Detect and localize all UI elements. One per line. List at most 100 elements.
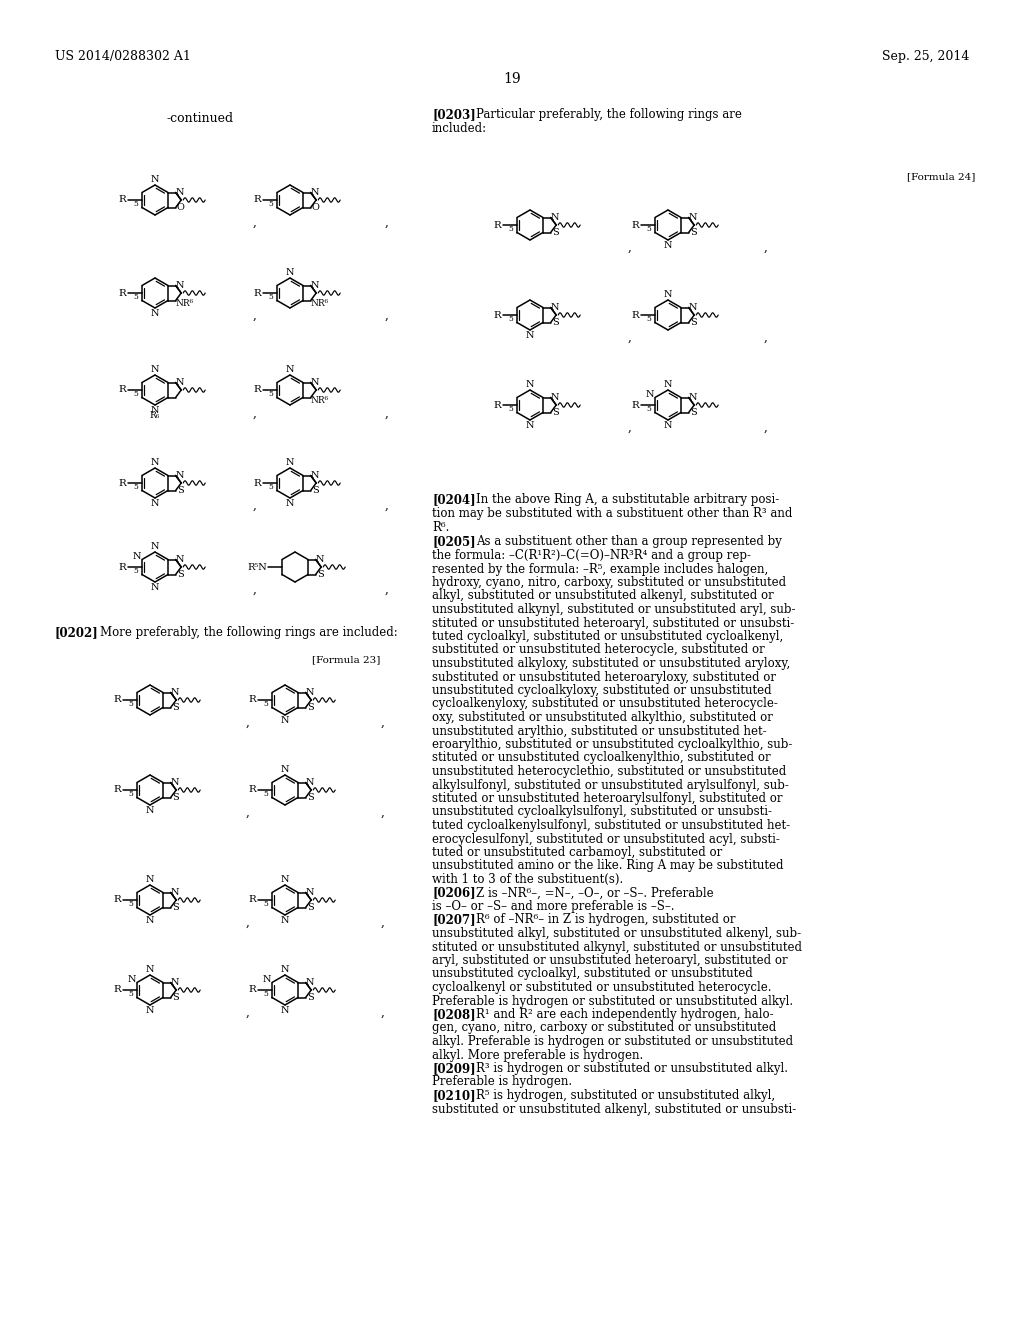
Text: R: R — [253, 289, 261, 297]
Text: ,: , — [253, 215, 257, 228]
Text: N: N — [171, 777, 179, 787]
Text: ,: , — [246, 715, 250, 729]
Text: N: N — [646, 391, 654, 399]
Text: ,: , — [246, 1006, 250, 1019]
Text: R³ is hydrogen or substituted or unsubstituted alkyl.: R³ is hydrogen or substituted or unsubst… — [476, 1063, 788, 1074]
Text: 5: 5 — [646, 405, 651, 413]
Text: NR⁶: NR⁶ — [310, 396, 329, 405]
Text: R: R — [114, 785, 121, 795]
Text: S: S — [690, 228, 697, 238]
Text: with 1 to 3 of the substituent(s).: with 1 to 3 of the substituent(s). — [432, 873, 624, 886]
Text: NR⁶: NR⁶ — [310, 300, 329, 308]
Text: [Formula 23]: [Formula 23] — [311, 655, 380, 664]
Text: ,: , — [385, 407, 389, 420]
Text: N: N — [151, 407, 160, 414]
Text: R: R — [248, 986, 256, 994]
Text: N: N — [281, 965, 289, 974]
Text: ,: , — [385, 215, 389, 228]
Text: N: N — [689, 393, 697, 403]
Text: tion may be substituted with a substituent other than R³ and: tion may be substituted with a substitue… — [432, 507, 793, 520]
Text: ,: , — [764, 240, 768, 253]
Text: erocyclesulfonyl, substituted or unsubstituted acyl, substi-: erocyclesulfonyl, substituted or unsubst… — [432, 833, 780, 846]
Text: ,: , — [764, 421, 768, 433]
Text: S: S — [177, 486, 184, 495]
Text: 5: 5 — [268, 483, 272, 491]
Text: N: N — [145, 875, 155, 884]
Text: [0203]: [0203] — [432, 108, 476, 121]
Text: 5: 5 — [133, 293, 138, 301]
Text: S: S — [172, 793, 179, 803]
Text: 5: 5 — [263, 789, 268, 799]
Text: Z is –NR⁶–, =N–, –O–, or –S–. Preferable: Z is –NR⁶–, =N–, –O–, or –S–. Preferable — [476, 887, 714, 899]
Text: N: N — [664, 380, 672, 389]
Text: N: N — [551, 393, 559, 403]
Text: N: N — [664, 290, 672, 300]
Text: R: R — [118, 385, 126, 395]
Text: N: N — [311, 281, 319, 290]
Text: N: N — [281, 715, 289, 725]
Text: O: O — [311, 203, 319, 213]
Text: N: N — [151, 583, 160, 591]
Text: More preferably, the following rings are included:: More preferably, the following rings are… — [100, 626, 397, 639]
Text: N: N — [281, 766, 289, 774]
Text: Preferable is hydrogen.: Preferable is hydrogen. — [432, 1076, 572, 1089]
Text: R⁶.: R⁶. — [432, 521, 450, 535]
Text: unsubstituted alkyloxy, substituted or unsubstituted aryloxy,: unsubstituted alkyloxy, substituted or u… — [432, 657, 791, 671]
Text: unsubstituted cycloalkyl, substituted or unsubstituted: unsubstituted cycloalkyl, substituted or… — [432, 968, 753, 981]
Text: R: R — [494, 220, 501, 230]
Text: N: N — [311, 187, 319, 197]
Text: R: R — [253, 479, 261, 487]
Text: N: N — [664, 242, 672, 249]
Text: N: N — [151, 543, 160, 550]
Text: stituted or unsubstituted heteroarylsulfonyl, substituted or: stituted or unsubstituted heteroarylsulf… — [432, 792, 782, 805]
Text: N: N — [133, 552, 141, 561]
Text: [0204]: [0204] — [432, 492, 475, 506]
Text: N: N — [311, 471, 319, 480]
Text: 5: 5 — [268, 201, 272, 209]
Text: substituted or unsubstituted heteroaryloxy, substituted or: substituted or unsubstituted heteroarylo… — [432, 671, 776, 684]
Text: R: R — [494, 400, 501, 409]
Text: -continued: -continued — [167, 112, 233, 125]
Text: US 2014/0288302 A1: US 2014/0288302 A1 — [55, 50, 190, 63]
Text: N: N — [551, 213, 559, 222]
Text: N: N — [281, 875, 289, 884]
Text: NR⁶: NR⁶ — [175, 300, 194, 308]
Text: stituted or unsubstituted alkynyl, substituted or unsubstituted: stituted or unsubstituted alkynyl, subst… — [432, 940, 802, 953]
Text: O: O — [177, 203, 184, 213]
Text: N: N — [171, 978, 179, 987]
Text: [0207]: [0207] — [432, 913, 475, 927]
Text: ,: , — [253, 499, 257, 511]
Text: cycloalkenyloxy, substituted or unsubstituted heterocycle-: cycloalkenyloxy, substituted or unsubsti… — [432, 697, 778, 710]
Text: N: N — [525, 421, 535, 430]
Text: 5: 5 — [128, 900, 133, 908]
Text: unsubstituted arylthio, substituted or unsubstituted het-: unsubstituted arylthio, substituted or u… — [432, 725, 767, 738]
Text: N: N — [151, 499, 160, 508]
Text: ,: , — [253, 407, 257, 420]
Text: N: N — [151, 309, 160, 318]
Text: R: R — [253, 385, 261, 395]
Text: ,: , — [628, 421, 632, 433]
Text: substituted or unsubstituted alkenyl, substituted or unsubsti-: substituted or unsubstituted alkenyl, su… — [432, 1102, 797, 1115]
Text: 5: 5 — [508, 315, 513, 323]
Text: gen, cyano, nitro, carboxy or substituted or unsubstituted: gen, cyano, nitro, carboxy or substitute… — [432, 1022, 776, 1035]
Text: S: S — [552, 228, 559, 238]
Text: [0205]: [0205] — [432, 535, 475, 548]
Text: 5: 5 — [508, 405, 513, 413]
Text: R: R — [118, 562, 126, 572]
Text: S: S — [177, 570, 184, 579]
Text: N: N — [145, 1006, 155, 1015]
Text: 5: 5 — [263, 990, 268, 998]
Text: 5: 5 — [646, 224, 651, 234]
Text: R₆: R₆ — [150, 411, 160, 420]
Text: R: R — [114, 895, 121, 904]
Text: N: N — [281, 1006, 289, 1015]
Text: S: S — [312, 486, 319, 495]
Text: ,: , — [628, 240, 632, 253]
Text: 5: 5 — [128, 700, 133, 708]
Text: R¹ and R² are each independently hydrogen, halo-: R¹ and R² are each independently hydroge… — [476, 1008, 773, 1020]
Text: ,: , — [381, 916, 385, 928]
Text: R: R — [631, 220, 639, 230]
Text: N: N — [176, 281, 184, 290]
Text: N: N — [664, 421, 672, 430]
Text: tuted cycloalkenylsulfonyl, substituted or unsubstituted het-: tuted cycloalkenylsulfonyl, substituted … — [432, 818, 791, 832]
